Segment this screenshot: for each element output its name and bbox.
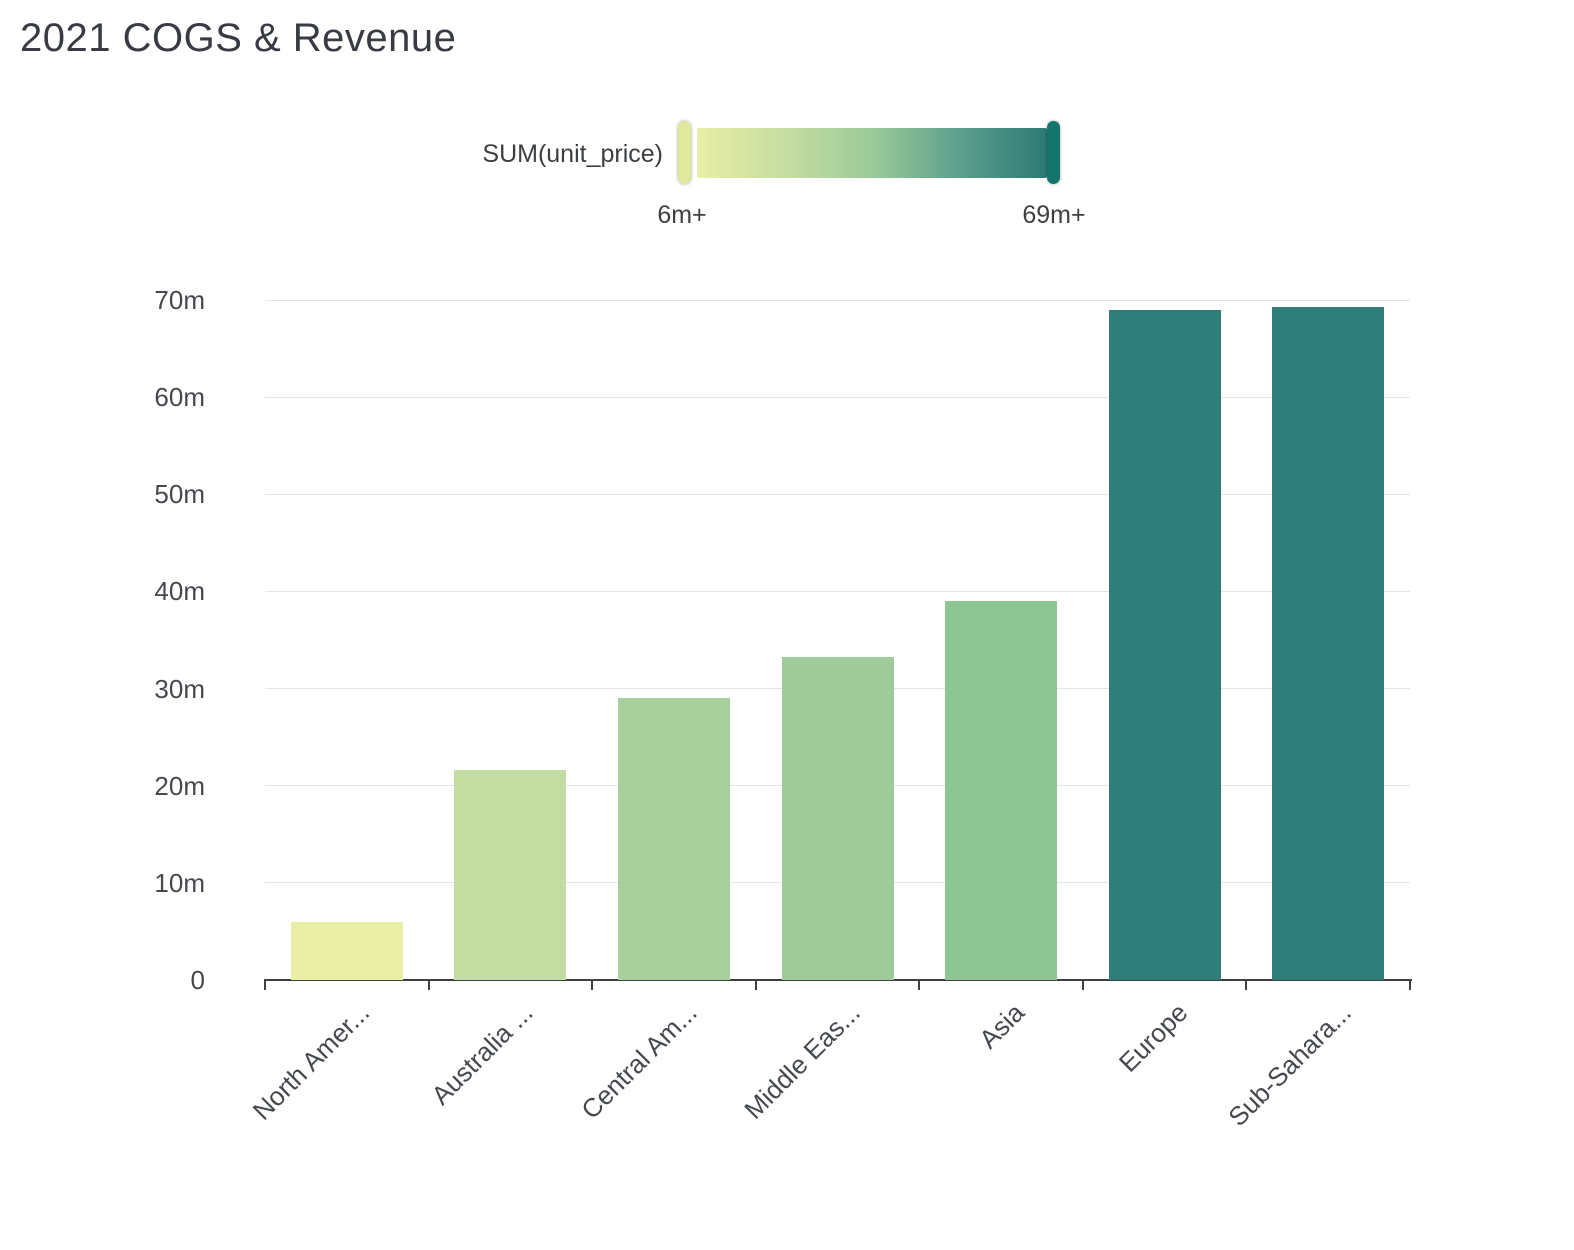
y-axis-tick-label: 60m [154,382,205,413]
x-axis-tick [264,981,266,990]
legend-max-handle[interactable] [1047,121,1060,184]
y-axis-tick-label: 40m [154,576,205,607]
chart-title: 2021 COGS & Revenue [20,16,457,60]
x-axis-category-label: Asia [972,997,1030,1055]
x-axis-tick [918,981,921,990]
x-axis-category-label: Central Am... [574,997,703,1125]
x-axis-line [264,979,1412,981]
legend-label: SUM(unit_price) [482,140,663,168]
y-axis-tick-label: 0 [190,965,205,995]
x-axis-category-label: North Amer... [246,997,376,1126]
bar[interactable] [454,770,567,980]
legend-min-handle[interactable] [678,121,691,184]
x-axis-tick [1245,981,1248,990]
y-axis-tick-label: 20m [154,770,205,801]
x-axis-tick [591,981,594,990]
gridline [265,299,1410,301]
y-axis-tick-label: 30m [154,673,205,704]
x-axis-category-label: Sub-Sahara... [1222,997,1357,1132]
x-axis-category-label: Australia ... [425,997,539,1111]
legend-min-label: 6m+ [657,201,707,229]
y-axis-tick-label: 10m [154,867,205,898]
bar[interactable] [1272,306,1385,980]
y-axis-tick-label: 50m [154,479,205,510]
x-axis-category-label: Middle Eas... [738,997,867,1125]
x-axis-tick [1409,981,1411,990]
legend-gradient-bar[interactable] [697,128,1047,178]
y-axis-tick-label: 70m [154,285,205,315]
bar[interactable] [290,921,403,980]
gridline [265,590,1410,592]
x-axis-tick [1081,981,1084,990]
x-axis-tick [427,981,430,990]
legend-max-label: 69m+ [1022,201,1086,229]
gridline [265,493,1410,495]
bar[interactable] [1108,309,1221,980]
x-axis-category-label: Europe [1112,997,1194,1078]
gridline [265,396,1410,398]
x-axis-tick [754,981,757,990]
bar[interactable] [781,657,894,980]
bar[interactable] [617,698,730,980]
bar[interactable] [945,601,1058,980]
